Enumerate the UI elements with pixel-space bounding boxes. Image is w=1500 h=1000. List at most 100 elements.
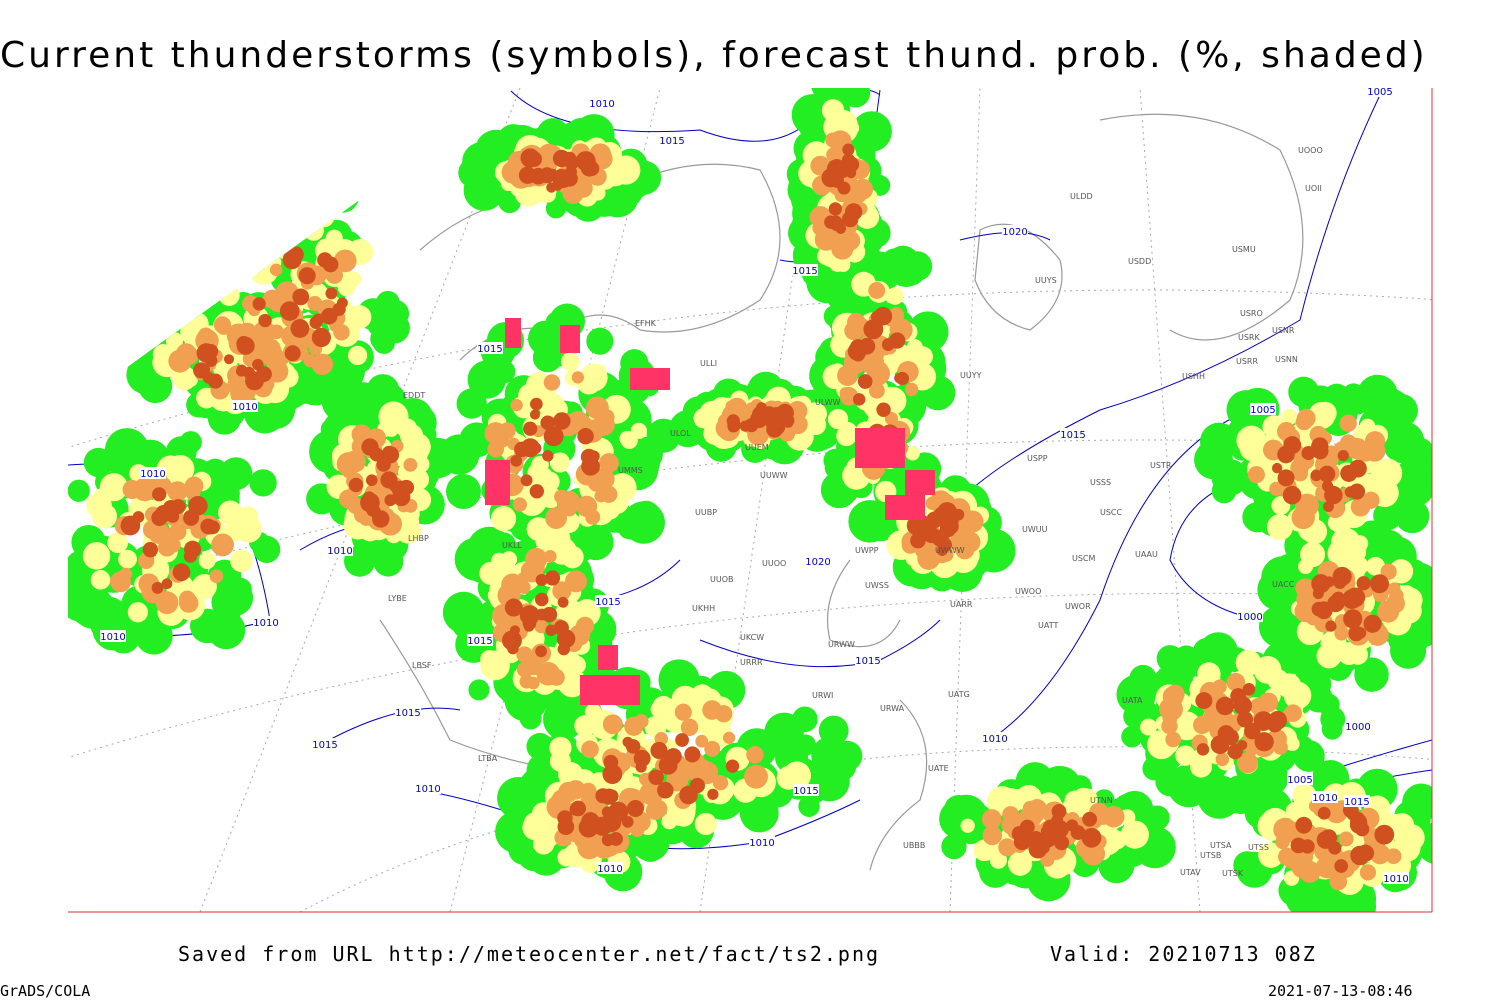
station-label: UMMS — [618, 466, 643, 475]
shading-cell — [722, 731, 736, 744]
shading-cell — [1223, 729, 1239, 746]
map-area: 1010 1015 1015 1020 1015 1010 1010 1010 1010 1010… — [68, 88, 1432, 912]
thunderstorm-probability-shading — [68, 88, 1432, 912]
shading-cell — [135, 617, 173, 655]
isobar-label: 1010 — [232, 402, 257, 413]
isobar-label: 1015 — [855, 656, 880, 667]
station-label: UARR — [950, 600, 973, 609]
shading-cell — [236, 335, 252, 352]
shading-cell — [975, 545, 1002, 572]
shading-cell — [255, 214, 285, 244]
station-label: USMU — [1232, 245, 1256, 254]
shading-cell — [191, 268, 228, 304]
software: GrADS/COLA — [0, 982, 90, 1000]
station-label: UWPP — [855, 546, 879, 555]
shading-cell — [203, 343, 219, 359]
station-label: EFHK — [635, 319, 657, 328]
shading-cell — [575, 151, 596, 171]
shading-cell — [303, 354, 317, 368]
shading-cell — [1165, 731, 1182, 748]
shading-cell — [298, 267, 316, 285]
station-label: UTSS — [1248, 843, 1269, 852]
shading-cell — [543, 426, 564, 447]
shading-cell — [317, 252, 333, 268]
shading-cell — [167, 481, 188, 502]
shading-cell — [936, 507, 951, 522]
shading-cell — [132, 511, 145, 523]
shading-cell — [1349, 459, 1367, 478]
shading-cell — [1312, 442, 1329, 460]
shading-cell — [138, 369, 173, 404]
shading-cell — [1394, 498, 1430, 534]
shading-cell — [446, 474, 481, 510]
shading-cell — [1313, 401, 1337, 425]
shading-cell — [557, 642, 570, 656]
shading-cell — [585, 402, 600, 417]
station-label: UTAV — [1180, 868, 1201, 877]
shading-cell — [82, 542, 111, 570]
shading-cell — [161, 578, 173, 590]
shading-cell — [258, 313, 272, 328]
station-label: UUYY — [960, 371, 982, 380]
shading-cell — [364, 539, 386, 562]
shading-cell — [518, 166, 537, 184]
shading-cell — [228, 251, 256, 278]
shading-cell — [635, 761, 647, 773]
shading-cell — [302, 178, 327, 203]
station-label: UWSS — [865, 581, 889, 590]
shading-cell — [1317, 806, 1331, 820]
station-label: UATE — [928, 764, 949, 773]
station-label: ULLI — [700, 359, 717, 368]
shading-cell — [336, 297, 348, 309]
shading-cell — [241, 251, 259, 270]
shading-cell — [68, 560, 86, 584]
shading-cell — [1215, 752, 1230, 767]
shading-cell — [939, 521, 956, 538]
station-label: UKLL — [502, 541, 523, 550]
shading-cell — [211, 533, 234, 557]
shading-cell — [326, 179, 360, 213]
station-label: USPP — [1027, 454, 1048, 463]
isobar-label: 1010 — [327, 546, 352, 557]
shading-cell — [809, 761, 850, 802]
shading-cell — [1356, 844, 1375, 862]
shading-cell — [514, 441, 530, 458]
shading-cell — [311, 327, 331, 348]
shading-cell — [689, 777, 706, 794]
shading-cell — [1337, 449, 1349, 462]
shading-cell — [218, 284, 240, 306]
shading-cell — [1162, 686, 1184, 708]
station-label: USDD — [1128, 257, 1151, 266]
shading-cell — [259, 201, 287, 229]
shading-cell — [276, 177, 320, 221]
station-label: EDDT — [403, 391, 425, 400]
shading-cell — [235, 365, 247, 377]
shading-cell — [594, 489, 608, 503]
timestamp: 2021-07-13-08:46 — [1268, 982, 1413, 1000]
thunderstorm-symbol — [580, 675, 640, 705]
shading-cell — [818, 715, 849, 746]
shading-cell — [1005, 790, 1020, 806]
shading-cell — [622, 501, 665, 544]
shading-cell — [1276, 673, 1302, 699]
shading-cell — [674, 703, 692, 721]
shading-cell — [952, 508, 965, 521]
shading-cell — [852, 178, 874, 200]
shading-cell — [1013, 833, 1031, 851]
shading-cell — [1257, 569, 1298, 611]
shading-cell — [276, 232, 295, 251]
shading-cell — [840, 88, 871, 108]
station-label: UOII — [1305, 184, 1322, 193]
shading-cell — [490, 506, 517, 532]
shading-cell — [216, 319, 232, 335]
shading-cell — [1324, 485, 1343, 505]
station-label: ULDD — [1070, 192, 1093, 201]
isobar-label: 1010 — [749, 838, 774, 849]
shading-cell — [566, 780, 586, 800]
shading-cell — [249, 469, 277, 497]
shading-cell — [675, 733, 689, 747]
shading-cell — [719, 677, 740, 698]
shading-cell — [1329, 872, 1348, 891]
shading-cell — [529, 484, 545, 499]
shading-cell — [512, 497, 528, 512]
